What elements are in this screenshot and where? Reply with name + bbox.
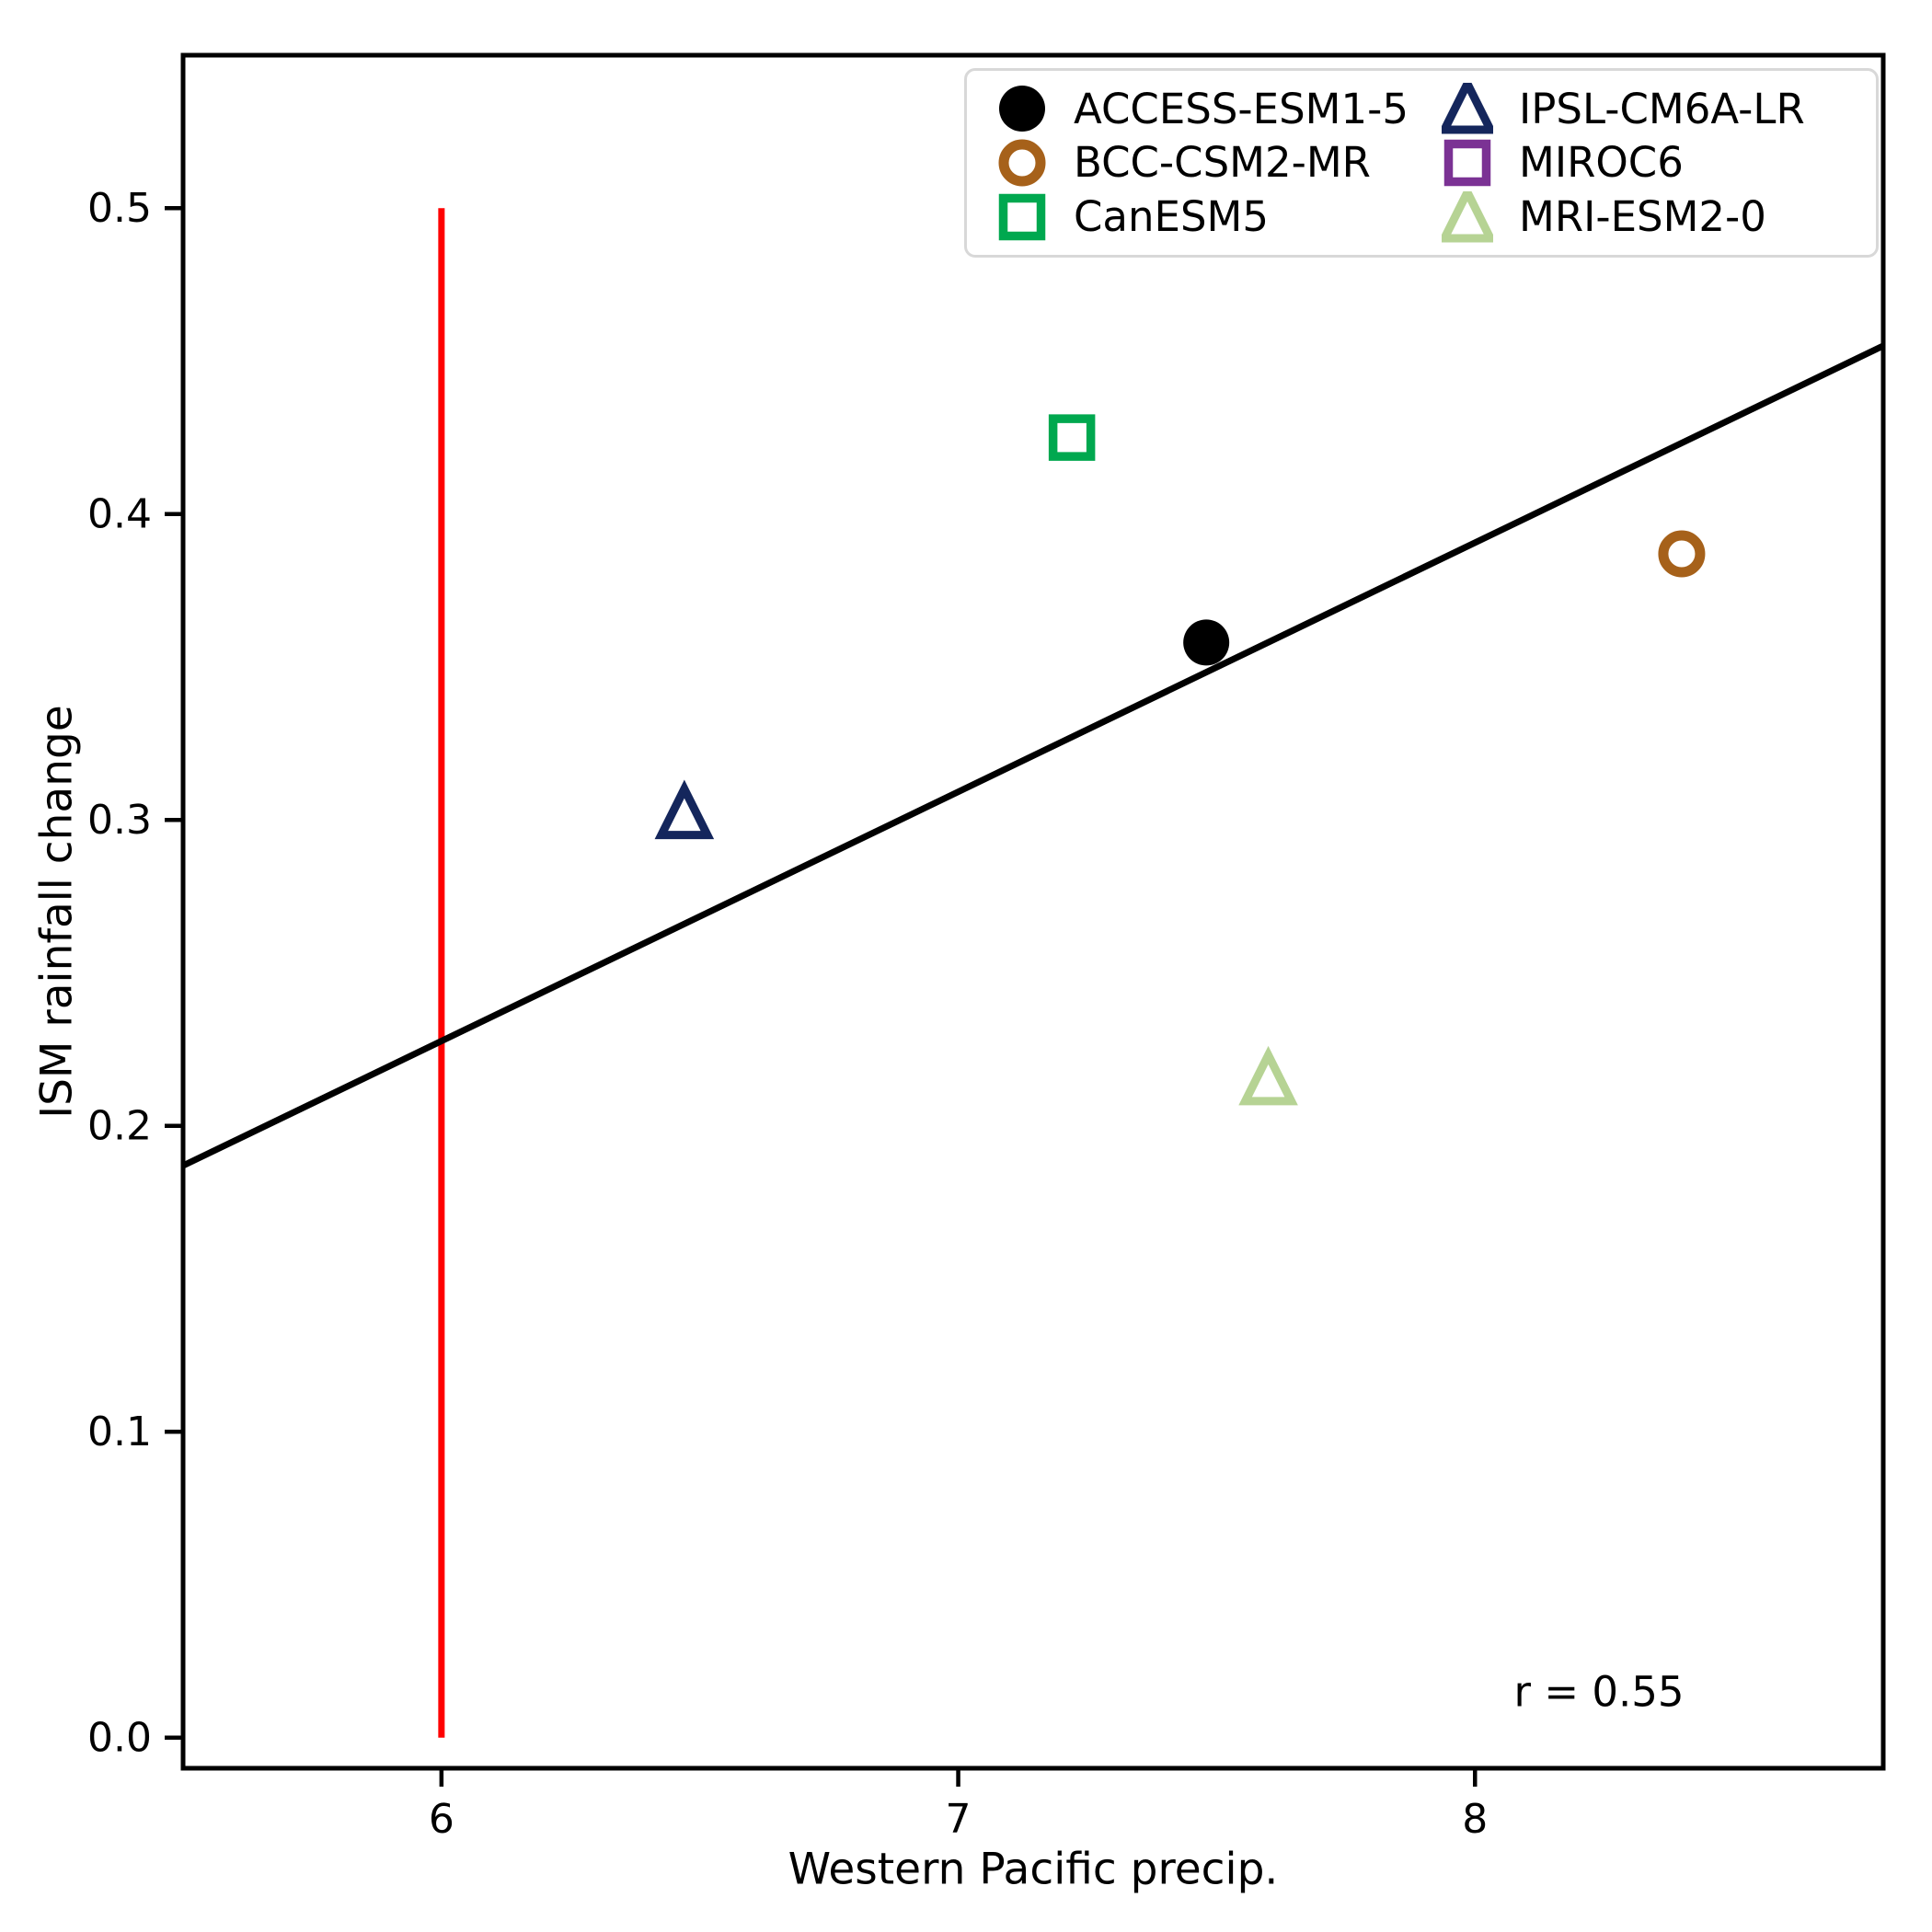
y-tick-label: 0.4	[87, 490, 152, 537]
legend-label: BCC-CSM2-MR	[1074, 138, 1371, 188]
y-tick-label: 0.2	[87, 1102, 152, 1149]
legend: ACCESS-ESM1-5 BCC-CSM2-MR CanESM5 IPSL-CM6A…	[964, 68, 1879, 258]
marker-ACCESS-ESM1-5	[1183, 619, 1230, 666]
circle-open-icon	[998, 139, 1046, 187]
square-open-icon	[1443, 139, 1491, 187]
fit-line	[181, 342, 1885, 1169]
x-tick-label: 6	[429, 1796, 454, 1843]
legend-item-CanESM5: CanESM5	[976, 190, 1421, 244]
legend-item-IPSL-CM6A-LR: IPSL-CM6A-LR	[1421, 82, 1867, 136]
legend-label: ACCESS-ESM1-5	[1074, 84, 1409, 133]
triangle-open-icon	[1442, 83, 1493, 134]
x-tick-label: 8	[1462, 1796, 1488, 1843]
legend-item-ACCESS-ESM1-5: ACCESS-ESM1-5	[976, 82, 1421, 136]
legend-label: MIROC6	[1519, 138, 1684, 188]
y-tick-label: 0.0	[87, 1714, 152, 1761]
x-axis-label: Western Pacific precip.	[788, 1844, 1279, 1895]
square-open-icon	[998, 193, 1046, 240]
y-axis-label: ISM rainfall change	[31, 705, 83, 1119]
marker-IPSL-CM6A-LR	[654, 779, 715, 840]
correlation-annotation: r = 0.55	[1513, 1667, 1685, 1717]
circle-filled-icon	[999, 86, 1045, 132]
marker-MRI-ESM2-0	[1238, 1045, 1298, 1106]
x-tick-label: 7	[946, 1796, 972, 1843]
legend-label: CanESM5	[1074, 192, 1269, 242]
marker-CanESM5	[1048, 414, 1096, 461]
legend-item-MRI-ESM2-0: MRI-ESM2-0	[1421, 190, 1867, 244]
legend-item-MIROC6: MIROC6	[1421, 136, 1867, 190]
y-tick-label: 0.5	[87, 185, 152, 232]
legend-item-BCC-CSM2-MR: BCC-CSM2-MR	[976, 136, 1421, 190]
triangle-open-icon	[1442, 190, 1493, 243]
marker-BCC-CSM2-MR	[1658, 530, 1706, 578]
y-tick-label: 0.1	[87, 1409, 152, 1455]
legend-label: MRI-ESM2-0	[1519, 192, 1766, 242]
legend-label: IPSL-CM6A-LR	[1519, 84, 1805, 133]
y-tick-label: 0.3	[87, 797, 152, 844]
axes-spines	[180, 52, 1886, 1771]
